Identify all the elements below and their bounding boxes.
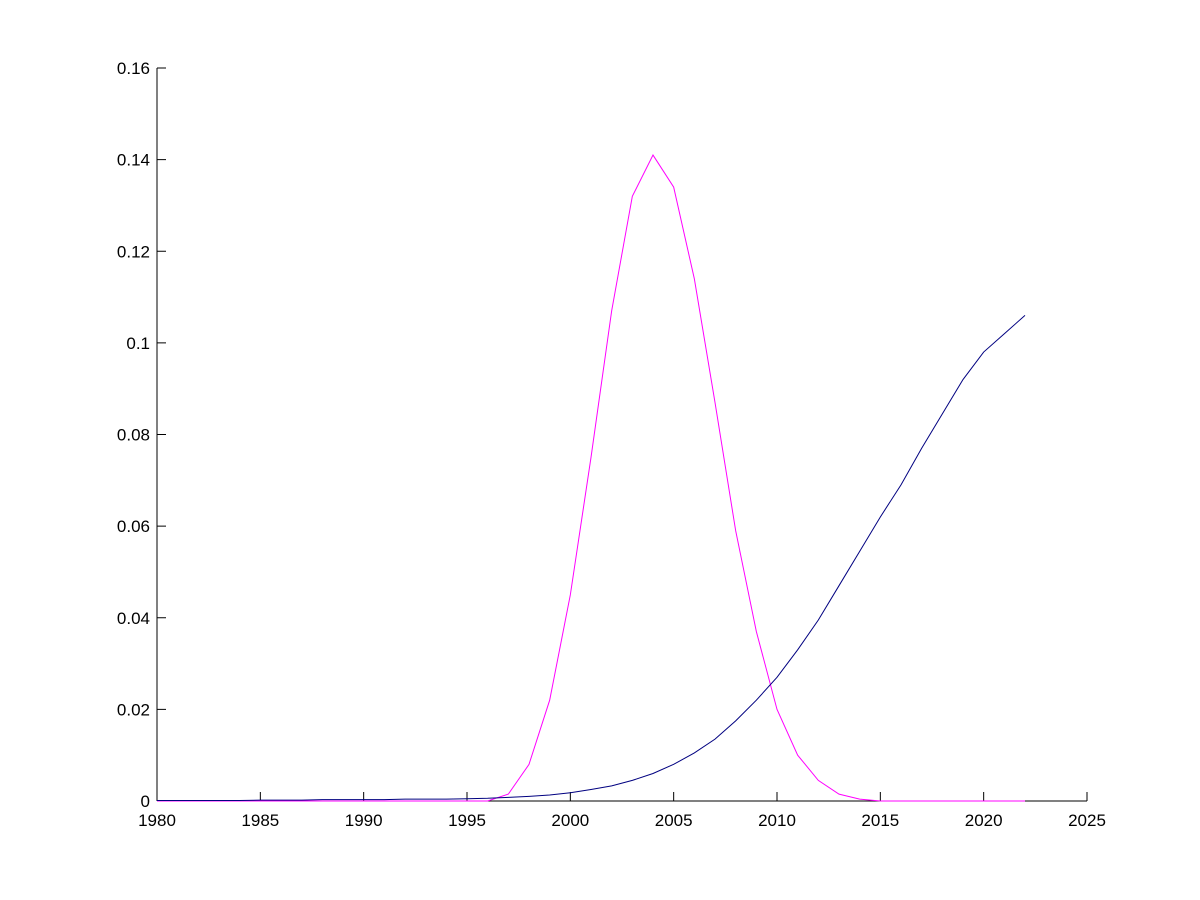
y-tick-label: 0.02	[117, 700, 150, 719]
y-tick-label: 0.06	[117, 517, 150, 536]
x-tick-label: 2010	[758, 811, 796, 830]
x-tick-label: 1990	[345, 811, 383, 830]
x-tick-label: 1980	[138, 811, 176, 830]
y-tick-label: 0.12	[117, 242, 150, 261]
series-line	[157, 154, 1025, 802]
y-tick-label: 0.1	[126, 334, 150, 353]
x-tick-label: 2025	[1068, 811, 1106, 830]
x-tick-label: 2015	[861, 811, 899, 830]
x-tick-label: 2020	[965, 811, 1003, 830]
y-tick-label: 0.08	[117, 426, 150, 445]
series-line	[157, 315, 1026, 802]
y-tick-label: 0.04	[117, 609, 150, 628]
x-tick-label: 2000	[551, 811, 589, 830]
x-tick-label: 1985	[241, 811, 279, 830]
y-tick-label: 0.16	[117, 59, 150, 78]
x-tick-label: 1995	[448, 811, 486, 830]
y-tick-label: 0	[141, 792, 150, 811]
x-tick-label: 2005	[655, 811, 693, 830]
y-tick-label: 0.14	[117, 151, 150, 170]
